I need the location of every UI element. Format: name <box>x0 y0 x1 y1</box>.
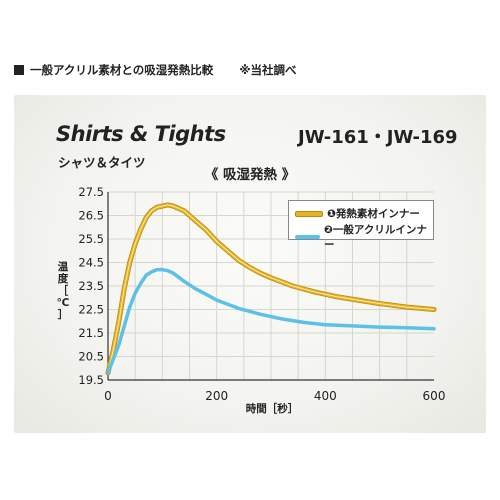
x-tick-label-2: 400 <box>314 389 337 403</box>
y-tick-label-3: 22.5 <box>78 303 104 317</box>
legend-swatch-gold <box>295 210 323 217</box>
x-axis-label: 時間［秒］ <box>246 402 299 415</box>
y-axis-label: 温度［℃］ <box>57 260 70 321</box>
series-line-blue <box>106 267 436 375</box>
legend-item-blue: ❷一般アクリルインナー <box>295 222 433 252</box>
y-tick-label-5: 24.5 <box>78 256 104 270</box>
black-square-icon <box>14 65 24 75</box>
title-english: Shirts & Tights <box>56 122 226 146</box>
legend-label-blue: ❷一般アクリルインナー <box>324 224 427 251</box>
y-tick-label-2: 21.5 <box>78 326 104 340</box>
chart-subtitle: 《 吸湿発熱 》 <box>204 167 296 183</box>
x-tick-label-1: 200 <box>205 389 228 403</box>
y-tick-label-6: 25.5 <box>78 232 104 246</box>
y-tick-label-7: 26.5 <box>78 209 104 223</box>
caption-text: 一般アクリル素材との吸湿発熱比較 <box>30 63 214 77</box>
legend-label-gold: ❶発熱素材インナー <box>327 208 420 220</box>
caption: 一般アクリル素材との吸湿発熱比較 ※当社調べ <box>14 62 297 78</box>
x-tick-label-3: 600 <box>423 389 446 403</box>
y-tick-label-1: 20.5 <box>78 350 104 364</box>
y-tick-label-8: 27.5 <box>78 185 104 199</box>
y-tick-label-4: 23.5 <box>78 279 104 293</box>
y-tick-label-0: 19.5 <box>78 373 104 387</box>
legend: ❶発熱素材インナー ❷一般アクリルインナー <box>288 200 434 251</box>
series-line-gold-highlight <box>107 204 435 374</box>
model-numbers: JW-161・JW-169 <box>298 127 458 148</box>
x-tick-label-0: 0 <box>104 389 112 403</box>
caption-note: ※当社調べ <box>239 63 297 77</box>
legend-swatch-blue <box>295 235 320 239</box>
title-japanese: シャツ＆タイツ <box>58 155 146 170</box>
legend-item-gold: ❶発熱素材インナー <box>295 206 420 221</box>
